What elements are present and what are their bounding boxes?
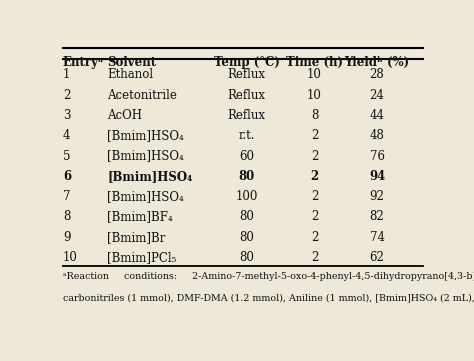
Text: 2: 2 — [311, 231, 318, 244]
Text: 80: 80 — [238, 170, 255, 183]
Text: 7: 7 — [63, 190, 71, 203]
Text: 24: 24 — [370, 89, 384, 102]
Text: Time (h): Time (h) — [286, 56, 343, 69]
Text: 44: 44 — [370, 109, 384, 122]
Text: ᵃReaction     conditions:     2-Amino-7-methyl-5-oxo-4-phenyl-4,5-dihydropyrano[: ᵃReaction conditions: 2-Amino-7-methyl-5… — [63, 272, 474, 281]
Text: 10: 10 — [307, 89, 322, 102]
Text: 80: 80 — [239, 251, 254, 264]
Text: 1: 1 — [63, 68, 70, 81]
Text: 3: 3 — [63, 109, 71, 122]
Text: 2: 2 — [63, 89, 70, 102]
Text: 2: 2 — [311, 190, 318, 203]
Text: Reflux: Reflux — [228, 89, 265, 102]
Text: 5: 5 — [63, 149, 71, 162]
Text: [Bmim]HSO₄: [Bmim]HSO₄ — [107, 149, 184, 162]
Text: 8: 8 — [311, 109, 318, 122]
Text: Yieldᵇ (%): Yieldᵇ (%) — [345, 56, 410, 69]
Text: Ethanol: Ethanol — [107, 68, 153, 81]
Text: 6: 6 — [63, 170, 71, 183]
Text: Reflux: Reflux — [228, 109, 265, 122]
Text: 2: 2 — [311, 210, 318, 223]
Text: 94: 94 — [369, 170, 385, 183]
Text: Solvent: Solvent — [107, 56, 156, 69]
Text: 2: 2 — [311, 251, 318, 264]
Text: 62: 62 — [370, 251, 384, 264]
Text: AcOH: AcOH — [107, 109, 142, 122]
Text: [Bmim]HSO₄: [Bmim]HSO₄ — [107, 129, 184, 142]
Text: 10: 10 — [307, 68, 322, 81]
Text: 82: 82 — [370, 210, 384, 223]
Text: 9: 9 — [63, 231, 71, 244]
Text: 2: 2 — [310, 170, 319, 183]
Text: 28: 28 — [370, 68, 384, 81]
Text: [Bmim]HSO₄: [Bmim]HSO₄ — [107, 190, 184, 203]
Text: 2: 2 — [311, 149, 318, 162]
Text: 80: 80 — [239, 231, 254, 244]
Text: 8: 8 — [63, 210, 70, 223]
Text: r.t.: r.t. — [238, 129, 255, 142]
Text: 48: 48 — [370, 129, 384, 142]
Text: 10: 10 — [63, 251, 78, 264]
Text: 92: 92 — [370, 190, 384, 203]
Text: Entryᵃ: Entryᵃ — [63, 56, 104, 69]
Text: [Bmim]PCl₅: [Bmim]PCl₅ — [107, 251, 176, 264]
Text: 74: 74 — [370, 231, 384, 244]
Text: Temp (°C): Temp (°C) — [214, 56, 280, 69]
Text: 80: 80 — [239, 210, 254, 223]
Text: [Bmim]Br: [Bmim]Br — [107, 231, 165, 244]
Text: Reflux: Reflux — [228, 68, 265, 81]
Text: carbonitriles (1 mmol), DMF-DMA (1.2 mmol), Aniline (1 mmol), [Bmim]HSO₄ (2 mL),: carbonitriles (1 mmol), DMF-DMA (1.2 mmo… — [63, 293, 474, 302]
Text: 76: 76 — [370, 149, 384, 162]
Text: [Bmim]BF₄: [Bmim]BF₄ — [107, 210, 173, 223]
Text: [Bmim]HSO₄: [Bmim]HSO₄ — [107, 170, 192, 183]
Text: Acetonitrile: Acetonitrile — [107, 89, 177, 102]
Text: 2: 2 — [311, 129, 318, 142]
Text: 4: 4 — [63, 129, 71, 142]
Text: 100: 100 — [236, 190, 258, 203]
Text: 60: 60 — [239, 149, 254, 162]
